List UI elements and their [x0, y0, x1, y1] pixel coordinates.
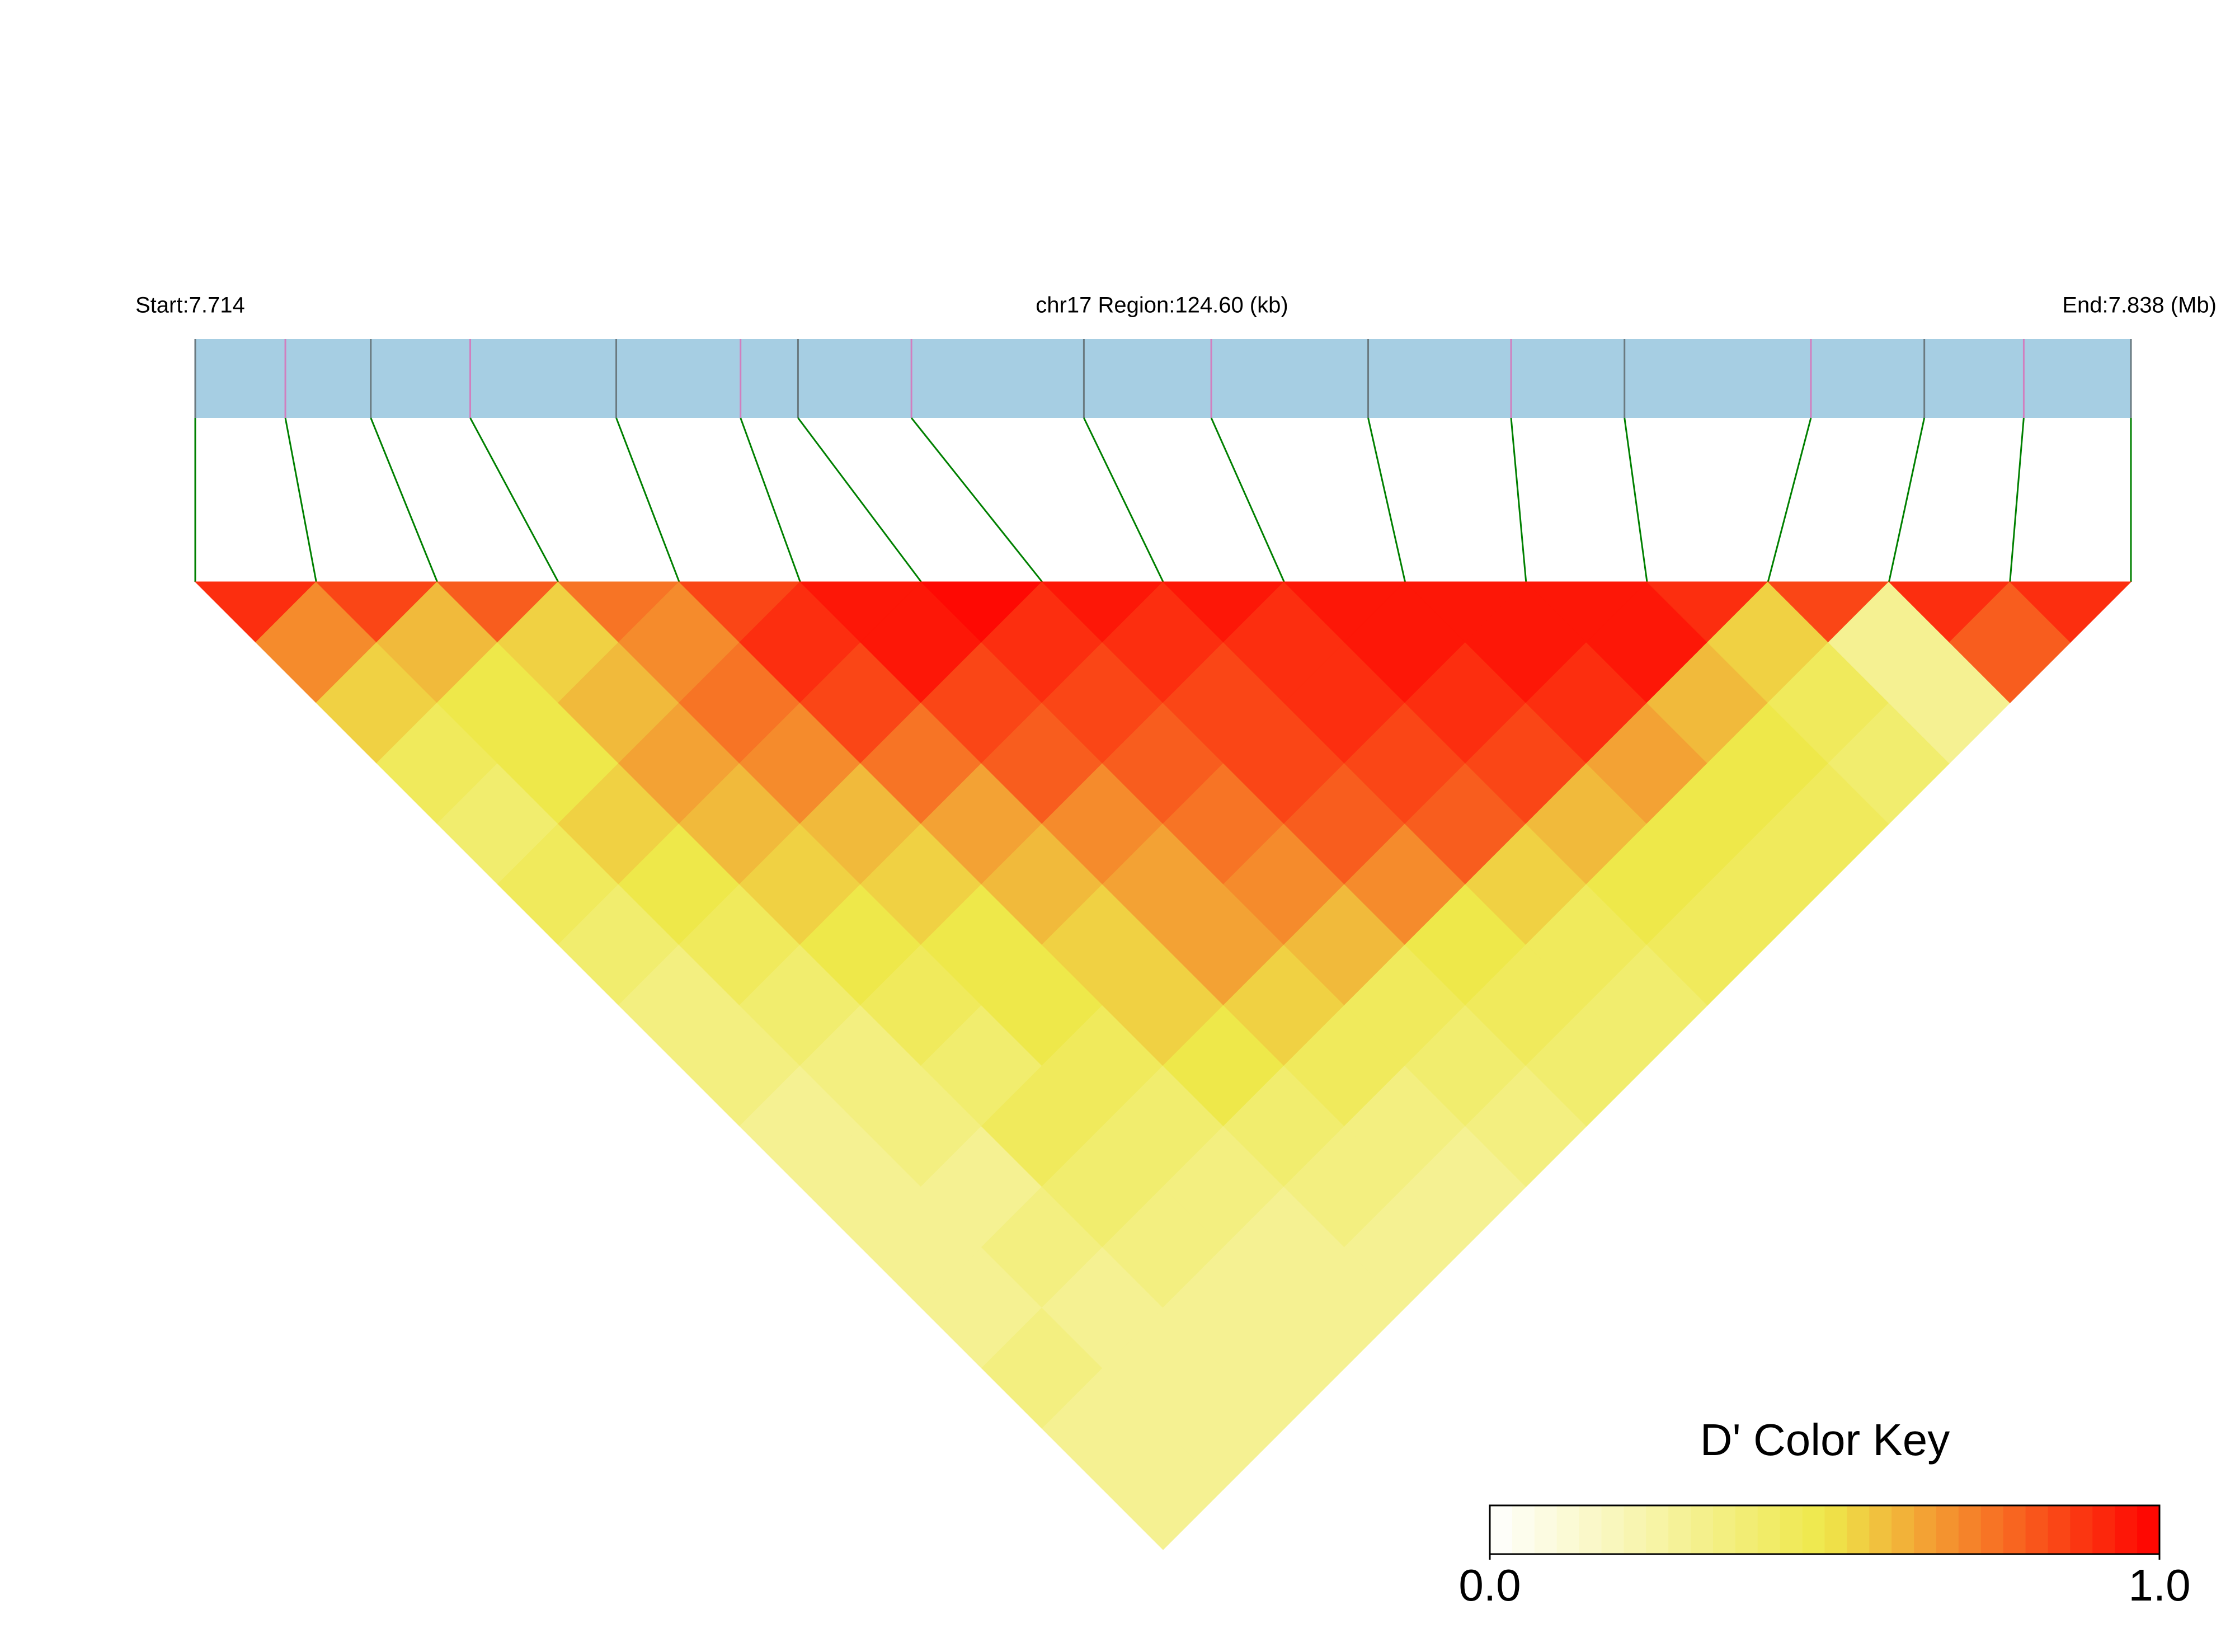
key-swatch — [1490, 1505, 1513, 1554]
start-label: Start:7.714 — [135, 293, 245, 318]
key-swatch — [1691, 1505, 1714, 1554]
snp-connector — [1210, 417, 1285, 582]
key-swatch — [1556, 1505, 1580, 1554]
key-swatch — [2070, 1505, 2093, 1554]
key-swatch — [1534, 1505, 1558, 1554]
end-label: End:7.838 (Mb) — [2062, 293, 2217, 318]
key-swatch — [1980, 1505, 2004, 1554]
key-title: D' Color Key — [1700, 1415, 1950, 1465]
snp-connector — [740, 417, 801, 582]
key-frame — [1489, 1504, 2161, 1555]
region-label: chr17 Region:124.60 (kb) — [1036, 293, 1288, 318]
key-swatch — [1512, 1505, 1535, 1554]
key-swatch — [2092, 1505, 2116, 1554]
key-swatch — [2025, 1505, 2049, 1554]
key-swatch — [1869, 1505, 1893, 1554]
snp-connector — [910, 417, 1043, 582]
key-swatch — [1735, 1505, 1758, 1554]
key-swatch — [1891, 1505, 1915, 1554]
snp-connector — [1888, 417, 1926, 582]
snp-connector — [1767, 417, 1812, 582]
snp-connector — [1083, 417, 1164, 582]
track-bar — [195, 339, 2131, 418]
key-swatch — [1958, 1505, 1982, 1554]
key-swatch — [1601, 1505, 1625, 1554]
key-swatch — [1936, 1505, 1959, 1554]
key-swatch — [1579, 1505, 1602, 1554]
key-swatch — [1802, 1505, 1825, 1554]
snp-connector — [1367, 417, 1406, 582]
key-tick-label: 0.0 — [1458, 1560, 1521, 1610]
key-swatch — [2115, 1505, 2138, 1554]
snp-connector — [2009, 417, 2025, 582]
key-swatch — [1757, 1505, 1781, 1554]
key-swatch — [1713, 1505, 1736, 1554]
snp-connector — [284, 417, 317, 582]
key-swatch — [1824, 1505, 1848, 1554]
snp-connector — [370, 417, 438, 582]
ld-cell — [2009, 581, 2132, 643]
snp-connector — [1510, 417, 1527, 582]
snp-connector — [797, 417, 922, 582]
key-swatch — [1847, 1505, 1870, 1554]
key-swatch — [2048, 1505, 2071, 1554]
key-swatch — [1780, 1505, 1803, 1554]
key-swatch — [1646, 1505, 1669, 1554]
key-swatch — [1914, 1505, 1937, 1554]
key-swatch — [1624, 1505, 1647, 1554]
snp-connector — [469, 417, 559, 582]
key-swatch — [2003, 1505, 2026, 1554]
snp-connector — [615, 417, 680, 582]
key-tick-label: 1.0 — [2128, 1560, 2190, 1610]
key-swatch — [1668, 1505, 1692, 1554]
snp-connector — [1624, 417, 1648, 582]
key-swatch — [2137, 1505, 2160, 1554]
